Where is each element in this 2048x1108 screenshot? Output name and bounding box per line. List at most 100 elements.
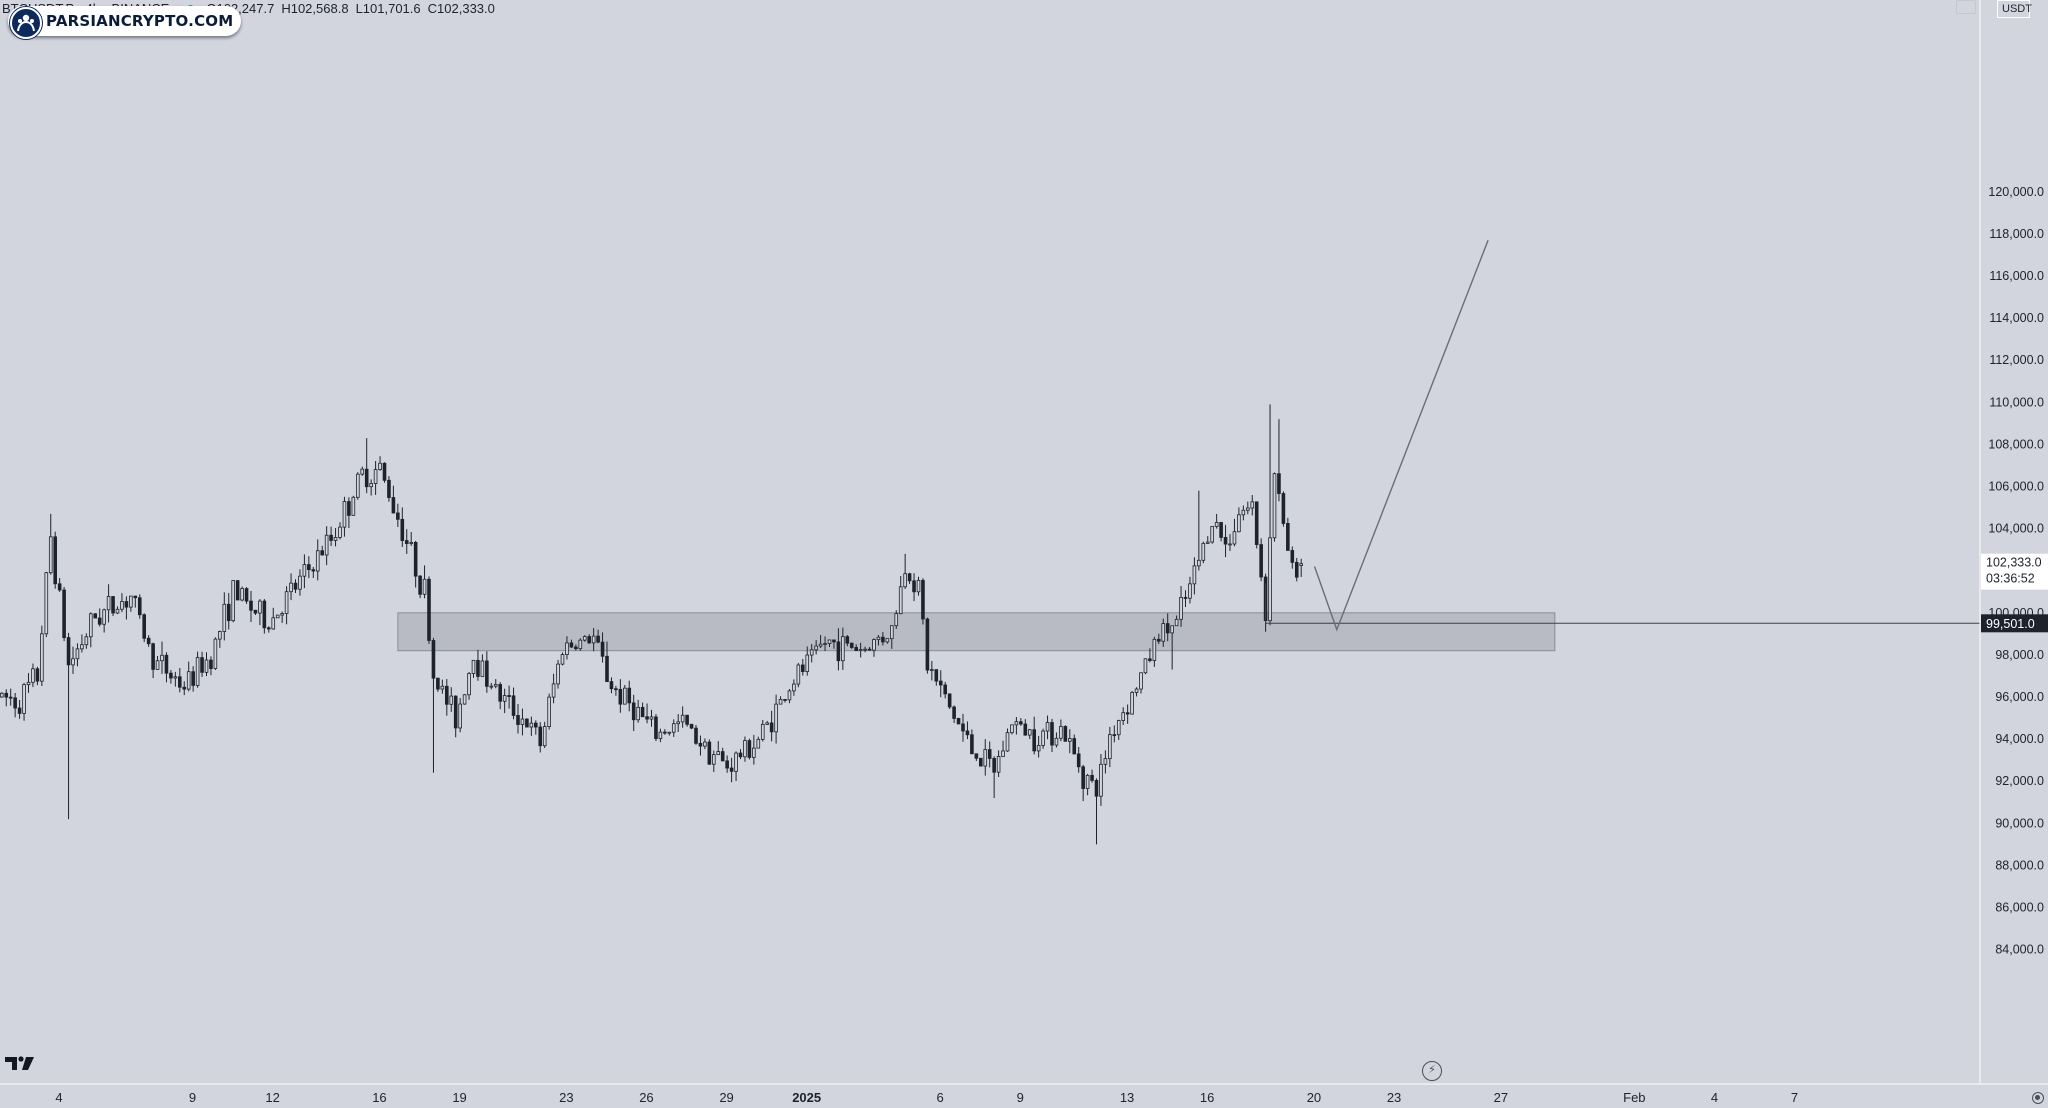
candle-body xyxy=(422,578,427,595)
candle-body xyxy=(160,654,164,662)
tradingview-logo-icon[interactable] xyxy=(5,1055,35,1071)
hline-price-value: 99,501.0 xyxy=(1986,617,2035,631)
candle-body xyxy=(716,751,721,756)
candle-body xyxy=(996,756,1001,773)
candle-body xyxy=(769,722,774,733)
candle-body xyxy=(1241,509,1246,516)
candle-body xyxy=(324,534,329,556)
candle-body xyxy=(587,636,591,644)
candle-body xyxy=(1183,596,1188,599)
price-tick-label: 86,000.0 xyxy=(1995,901,2044,915)
candle-body xyxy=(582,636,587,641)
candle-body xyxy=(280,613,284,616)
candle-body xyxy=(26,681,31,686)
candle-body xyxy=(485,660,489,687)
candle-body xyxy=(698,742,703,747)
time-tick-label: 4 xyxy=(1711,1090,1718,1105)
candle-body xyxy=(841,636,845,662)
candle-body xyxy=(427,578,431,641)
candle-body xyxy=(173,676,178,679)
candle-body xyxy=(262,600,267,629)
last-price-tag xyxy=(1981,553,2048,590)
candle-body xyxy=(827,639,832,644)
candle-body xyxy=(956,718,961,725)
candle-body xyxy=(1223,537,1228,545)
price-tick-label: 118,000.0 xyxy=(1989,227,2044,241)
candle-body xyxy=(347,501,351,516)
candle-body xyxy=(373,469,378,484)
candle-body xyxy=(471,659,476,674)
time-tick-label: 23 xyxy=(559,1090,573,1105)
candle-body xyxy=(979,757,983,767)
candle-body xyxy=(1027,729,1032,736)
candle-body xyxy=(836,641,841,662)
candle-body xyxy=(943,684,947,695)
candle-body xyxy=(13,697,17,709)
candle-body xyxy=(1205,541,1210,544)
candle-body xyxy=(760,723,765,740)
candle-body xyxy=(890,625,894,640)
candle-body xyxy=(266,627,271,630)
projection-path-drawing xyxy=(1313,239,1489,632)
scale-toggle-button[interactable] xyxy=(1956,0,1976,14)
candle-body xyxy=(1286,523,1290,551)
candle-body xyxy=(1210,526,1215,543)
candle-body xyxy=(8,696,13,699)
candle-body xyxy=(302,564,307,577)
drawings-layer xyxy=(1265,239,1980,632)
time-tick-label: 26 xyxy=(639,1090,653,1105)
time-tick-label: 13 xyxy=(1120,1090,1134,1105)
candle-body xyxy=(676,721,680,725)
candle-body xyxy=(195,657,200,686)
candle-body xyxy=(556,663,560,685)
candle-body xyxy=(1076,753,1081,768)
price-tick-label: 112,000.0 xyxy=(1989,353,2044,367)
candle-body xyxy=(1277,473,1281,494)
brand-text: PARSIANCRYPTO.COM xyxy=(46,12,234,30)
candle-body xyxy=(1246,507,1250,511)
time-tick-label: 9 xyxy=(189,1090,196,1105)
time-tick-label: 2025 xyxy=(792,1090,821,1105)
candles-layer xyxy=(0,404,1304,845)
price-tick-label: 96,000.0 xyxy=(1995,690,2044,704)
candle-body xyxy=(569,642,574,648)
candle-body xyxy=(685,714,689,725)
candle-body xyxy=(658,731,663,739)
candle-body xyxy=(458,703,462,729)
scroll-to-realtime-button[interactable]: ⚡ xyxy=(1422,1061,1442,1081)
time-tick-label: 27 xyxy=(1494,1090,1508,1105)
candle-body xyxy=(663,731,667,734)
candle-body xyxy=(912,580,916,593)
candle-body xyxy=(493,684,498,687)
candle-body xyxy=(293,582,298,590)
candle-body xyxy=(1112,734,1117,737)
candle-body xyxy=(240,588,244,601)
price-tick-label: 94,000.0 xyxy=(1995,732,2044,746)
candle-body xyxy=(907,573,912,582)
candle-body xyxy=(111,596,115,614)
candle-body xyxy=(534,722,538,728)
candle-body xyxy=(333,537,338,541)
candle-body xyxy=(525,718,529,728)
candle-body xyxy=(275,614,280,619)
candle-body xyxy=(618,688,623,705)
candle-body xyxy=(694,727,698,744)
chart-settings-icon[interactable] xyxy=(2032,1092,2044,1104)
candle-body xyxy=(360,468,365,475)
candle-body xyxy=(863,648,867,651)
candle-body xyxy=(1019,721,1023,725)
candle-body xyxy=(1254,501,1259,545)
candle-body xyxy=(591,635,596,644)
candle-body xyxy=(57,583,62,591)
candle-body xyxy=(200,657,204,673)
candle-body xyxy=(881,636,885,643)
candle-body xyxy=(0,692,4,698)
candle-body xyxy=(40,633,44,682)
candle-body xyxy=(1103,758,1108,765)
time-tick-label: 12 xyxy=(265,1090,279,1105)
candle-body xyxy=(752,747,756,758)
candle-body xyxy=(84,636,89,646)
currency-selector[interactable]: USDT xyxy=(1997,0,2032,18)
candle-body xyxy=(712,754,716,765)
